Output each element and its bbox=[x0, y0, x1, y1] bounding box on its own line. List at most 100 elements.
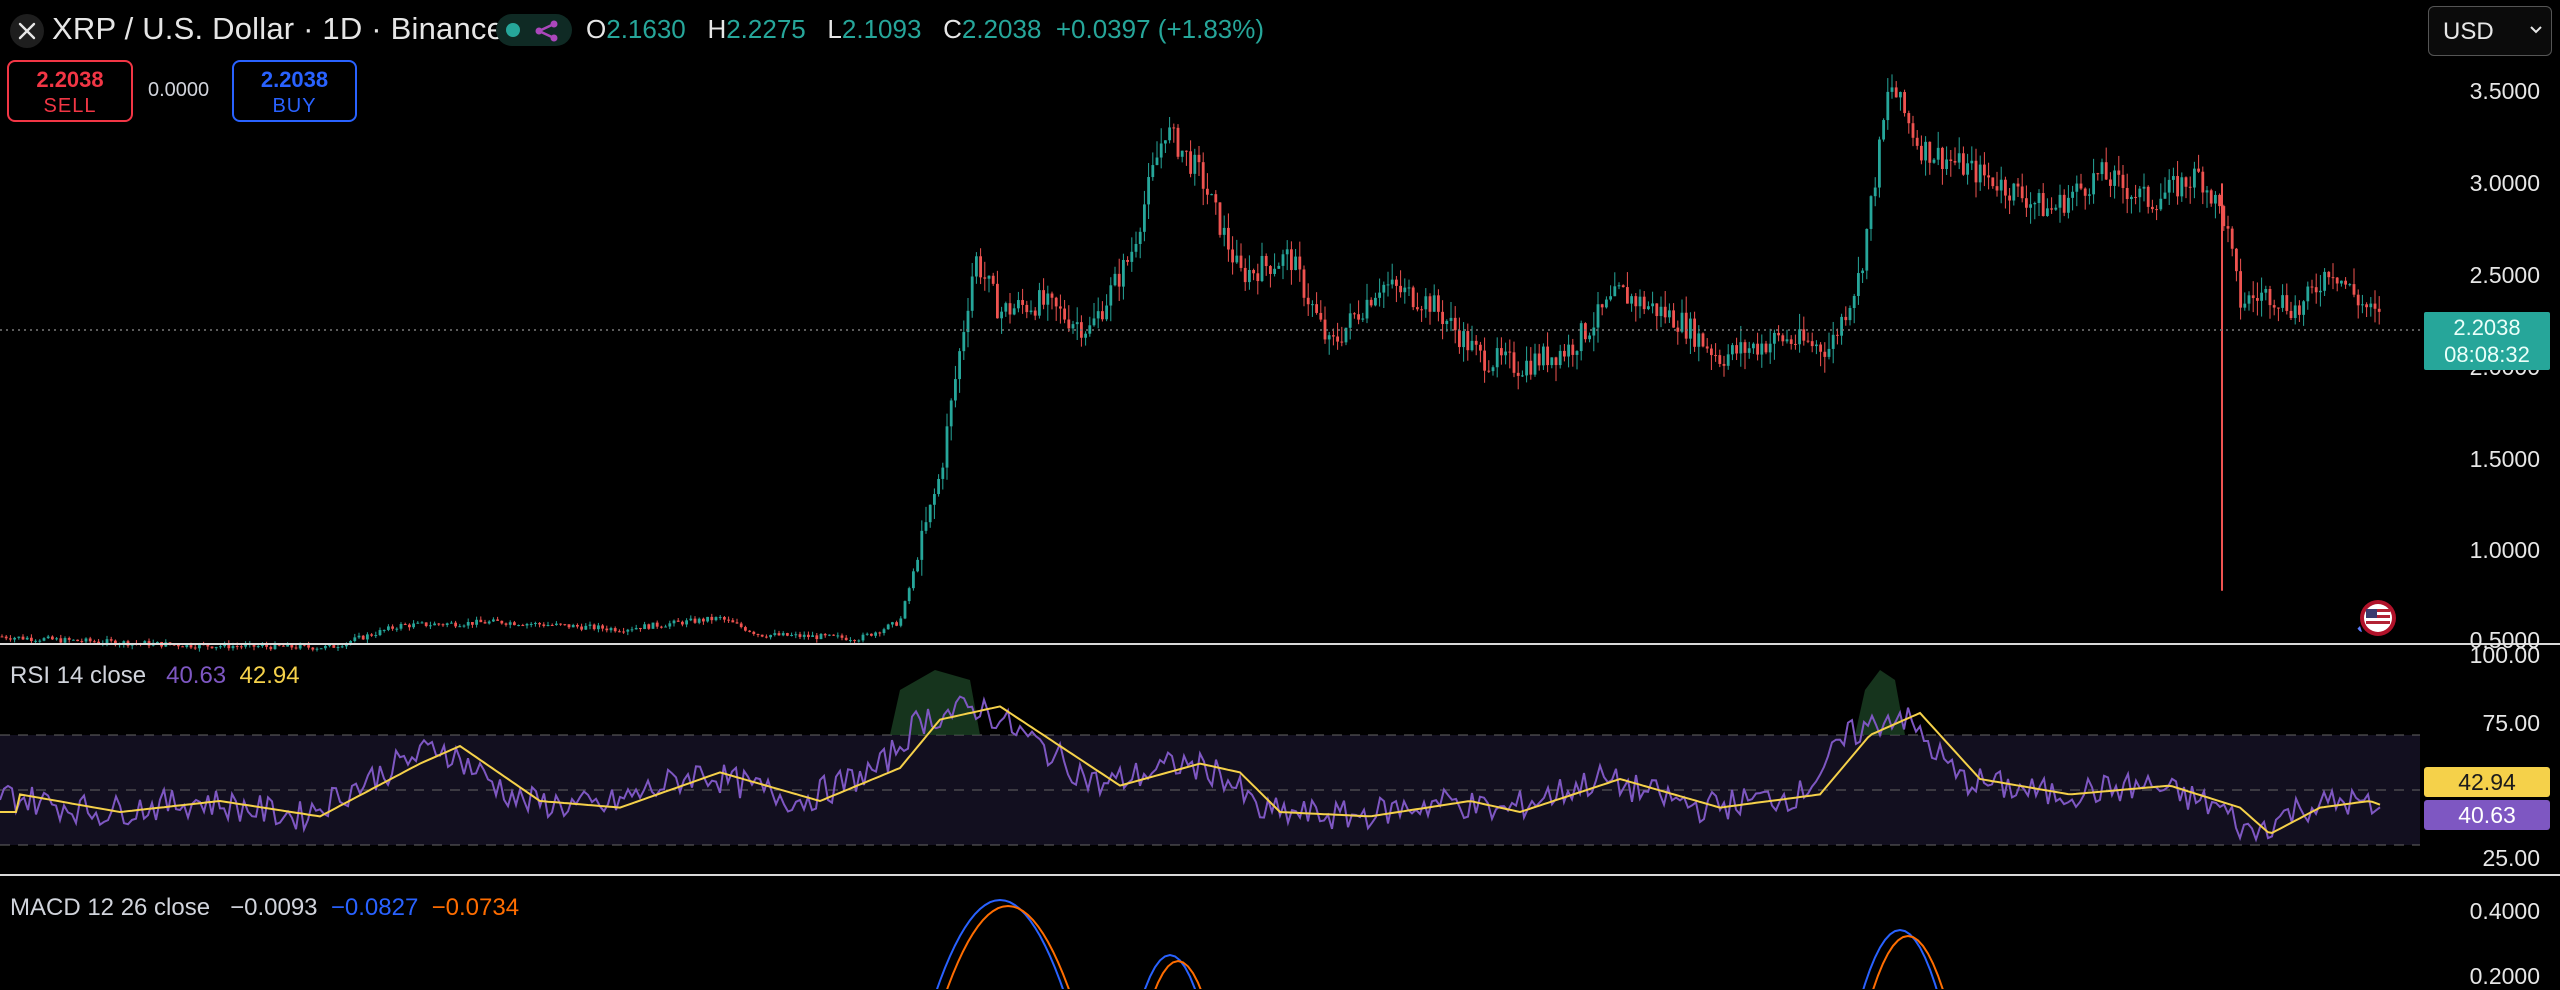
candle-body bbox=[2289, 310, 2293, 319]
currency-select[interactable]: USD bbox=[2428, 6, 2552, 56]
candle-body bbox=[886, 624, 890, 630]
rsi-legend[interactable]: RSI 14 close 40.63 42.94 bbox=[10, 662, 300, 690]
pane-separator[interactable] bbox=[0, 643, 2560, 645]
candle-body bbox=[109, 639, 113, 641]
candle-body bbox=[966, 310, 970, 333]
candle-body bbox=[2247, 295, 2251, 304]
candle-body bbox=[1445, 320, 1449, 325]
candle-body bbox=[1869, 196, 1873, 229]
candle-body bbox=[2067, 197, 2070, 213]
candle-body bbox=[504, 623, 508, 625]
candle-body bbox=[441, 624, 445, 626]
candle-body bbox=[958, 351, 961, 380]
candle-body bbox=[739, 623, 743, 628]
candle-body bbox=[1332, 335, 1335, 337]
candle-body bbox=[807, 634, 810, 637]
macd-value: −0.0827 bbox=[330, 894, 419, 921]
candle-body bbox=[1886, 91, 1890, 121]
candle-body bbox=[1684, 312, 1688, 339]
candle-body bbox=[1399, 285, 1402, 293]
candle-body bbox=[2230, 228, 2234, 249]
candle-body bbox=[84, 638, 88, 642]
candle-body bbox=[479, 619, 483, 623]
candle-body bbox=[290, 644, 294, 648]
candle-body bbox=[1004, 303, 1008, 312]
candle-body bbox=[2172, 176, 2175, 180]
candle-body bbox=[626, 629, 630, 632]
candle-body bbox=[1756, 343, 1759, 355]
symbol-title[interactable]: XRP / U.S. Dollar · 1D · Binance bbox=[52, 11, 505, 46]
candle-body bbox=[748, 630, 751, 632]
candle-body bbox=[550, 624, 554, 626]
candle-body bbox=[1760, 343, 1764, 355]
close-icon bbox=[18, 22, 36, 40]
candle-body bbox=[59, 638, 63, 643]
candle-body bbox=[2054, 207, 2058, 210]
candle-body bbox=[2113, 170, 2116, 186]
candle-body bbox=[1521, 375, 1524, 377]
candle-body bbox=[1903, 92, 1906, 114]
candle-body bbox=[1739, 342, 1743, 354]
rsi-value-tag: 40.63 bbox=[2424, 800, 2550, 830]
candle-body bbox=[781, 633, 785, 636]
macd-signal-value: −0.0734 bbox=[431, 894, 520, 921]
candle-body bbox=[1033, 310, 1037, 316]
market-status-pill[interactable] bbox=[496, 14, 572, 46]
candle-body bbox=[668, 623, 672, 627]
candle-body bbox=[538, 622, 541, 625]
close-chart-button[interactable] bbox=[10, 14, 44, 48]
candle-body bbox=[93, 641, 96, 643]
candle-body bbox=[756, 634, 760, 636]
candle-body bbox=[177, 644, 180, 647]
candle-body bbox=[307, 645, 310, 648]
candle-body bbox=[492, 619, 495, 622]
candle-body bbox=[1365, 299, 1369, 319]
candle-body bbox=[1693, 318, 1696, 347]
candle-body bbox=[1050, 293, 1054, 298]
candle-body bbox=[2037, 193, 2041, 203]
candle-body bbox=[387, 626, 390, 630]
macd-legend[interactable]: MACD 12 26 close −0.0093 −0.0827 −0.0734 bbox=[10, 894, 519, 922]
candle-body bbox=[727, 619, 730, 621]
candle-body bbox=[2306, 286, 2310, 302]
candle-body bbox=[2193, 168, 2196, 188]
candle-body bbox=[1672, 310, 1675, 328]
candle-body bbox=[1059, 306, 1062, 309]
candle-body bbox=[1995, 186, 1999, 191]
candle-body bbox=[559, 623, 562, 625]
candle-body bbox=[1096, 311, 1100, 319]
candle-body bbox=[1495, 348, 1499, 368]
candle-body bbox=[265, 644, 268, 647]
sell-button[interactable]: 2.2038 SELL bbox=[7, 60, 133, 122]
candle-body bbox=[2058, 194, 2062, 208]
candle-body bbox=[718, 617, 722, 619]
sell-label: SELL bbox=[43, 95, 97, 117]
candle-body bbox=[912, 571, 915, 589]
buy-button[interactable]: 2.2038 BUY bbox=[232, 60, 357, 122]
us-flag-event-icon[interactable] bbox=[2354, 598, 2400, 638]
pane-separator[interactable] bbox=[0, 874, 2560, 876]
candle-body bbox=[46, 636, 50, 639]
candle-body bbox=[752, 631, 756, 635]
candle-body bbox=[1462, 331, 1465, 348]
candle-body bbox=[2092, 173, 2095, 195]
ohlc-readout: O2.1630 H2.2275 L2.1093 C2.2038 +0.0397 … bbox=[586, 14, 1264, 45]
candle-body bbox=[2256, 298, 2259, 301]
rsi-axis-label: 100.00 bbox=[2469, 642, 2540, 668]
bar-countdown: 08:08:32 bbox=[2444, 342, 2530, 367]
candle-body bbox=[1411, 287, 1415, 308]
candle-body bbox=[836, 635, 840, 637]
candle-body bbox=[983, 277, 987, 279]
candle-body bbox=[1705, 346, 1709, 349]
candle-body bbox=[1991, 177, 1995, 187]
candle-body bbox=[496, 619, 499, 621]
candle-body bbox=[949, 400, 953, 427]
candle-body bbox=[1802, 329, 1806, 341]
candle-body bbox=[408, 624, 411, 628]
candle-body bbox=[1752, 343, 1755, 349]
candle-body bbox=[1269, 266, 1272, 274]
candle-body bbox=[1155, 157, 1159, 166]
candle-body bbox=[920, 530, 924, 560]
rsi-ma-value: 42.94 bbox=[239, 662, 300, 689]
